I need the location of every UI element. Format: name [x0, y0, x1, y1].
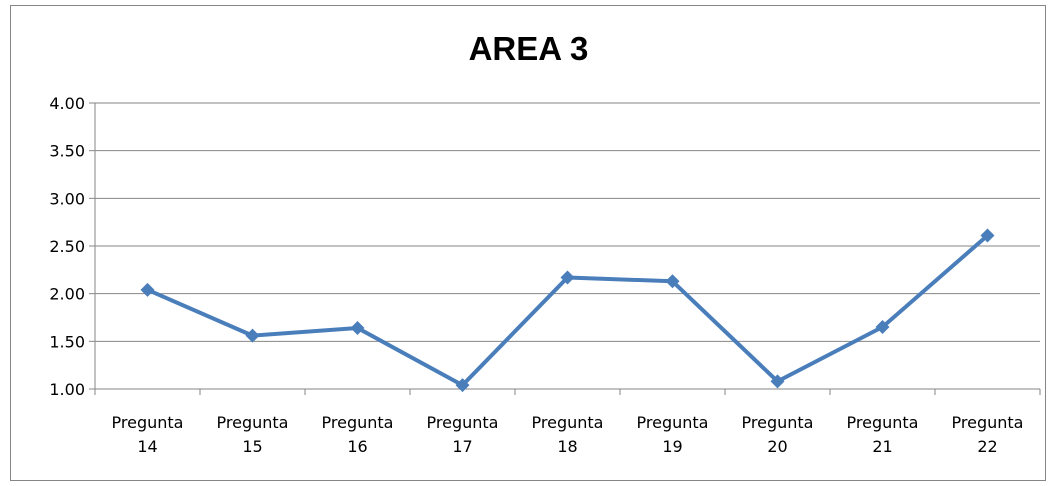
data-point-marker: [560, 270, 575, 285]
x-tick-label: Pregunta 20: [742, 413, 814, 456]
x-tick-label: Pregunta 21: [847, 413, 919, 456]
series-line: [146, 234, 989, 388]
chart-frame: [10, 5, 1046, 481]
data-point-marker: [770, 374, 785, 389]
data-point-marker: [665, 274, 680, 289]
x-tick-label: Pregunta 18: [532, 413, 604, 456]
y-tick-label: 4.00: [49, 94, 85, 113]
x-tick-label: Pregunta 19: [637, 413, 709, 456]
data-point-marker: [980, 228, 995, 243]
chart-title: AREA 3: [468, 30, 589, 67]
data-point-marker: [245, 328, 260, 343]
y-tick-label: 3.50: [49, 142, 85, 161]
y-tick-label: 2.50: [49, 237, 85, 256]
x-tick-label: Pregunta 14: [112, 413, 184, 456]
y-tick-label: 1.00: [49, 380, 85, 399]
x-tick-label: Pregunta 17: [427, 413, 499, 456]
data-point-marker: [140, 282, 155, 297]
y-tick-label: 3.00: [49, 189, 85, 208]
data-point-marker: [875, 320, 890, 335]
data-point-marker: [455, 378, 470, 393]
data-point-marker: [350, 320, 365, 335]
x-tick-label: Pregunta 15: [217, 413, 289, 456]
x-tick-label: Pregunta 16: [322, 413, 394, 456]
y-tick-label: 2.00: [49, 285, 85, 304]
x-tick-label: Pregunta 22: [952, 413, 1024, 456]
y-tick-label: 1.50: [49, 332, 85, 351]
